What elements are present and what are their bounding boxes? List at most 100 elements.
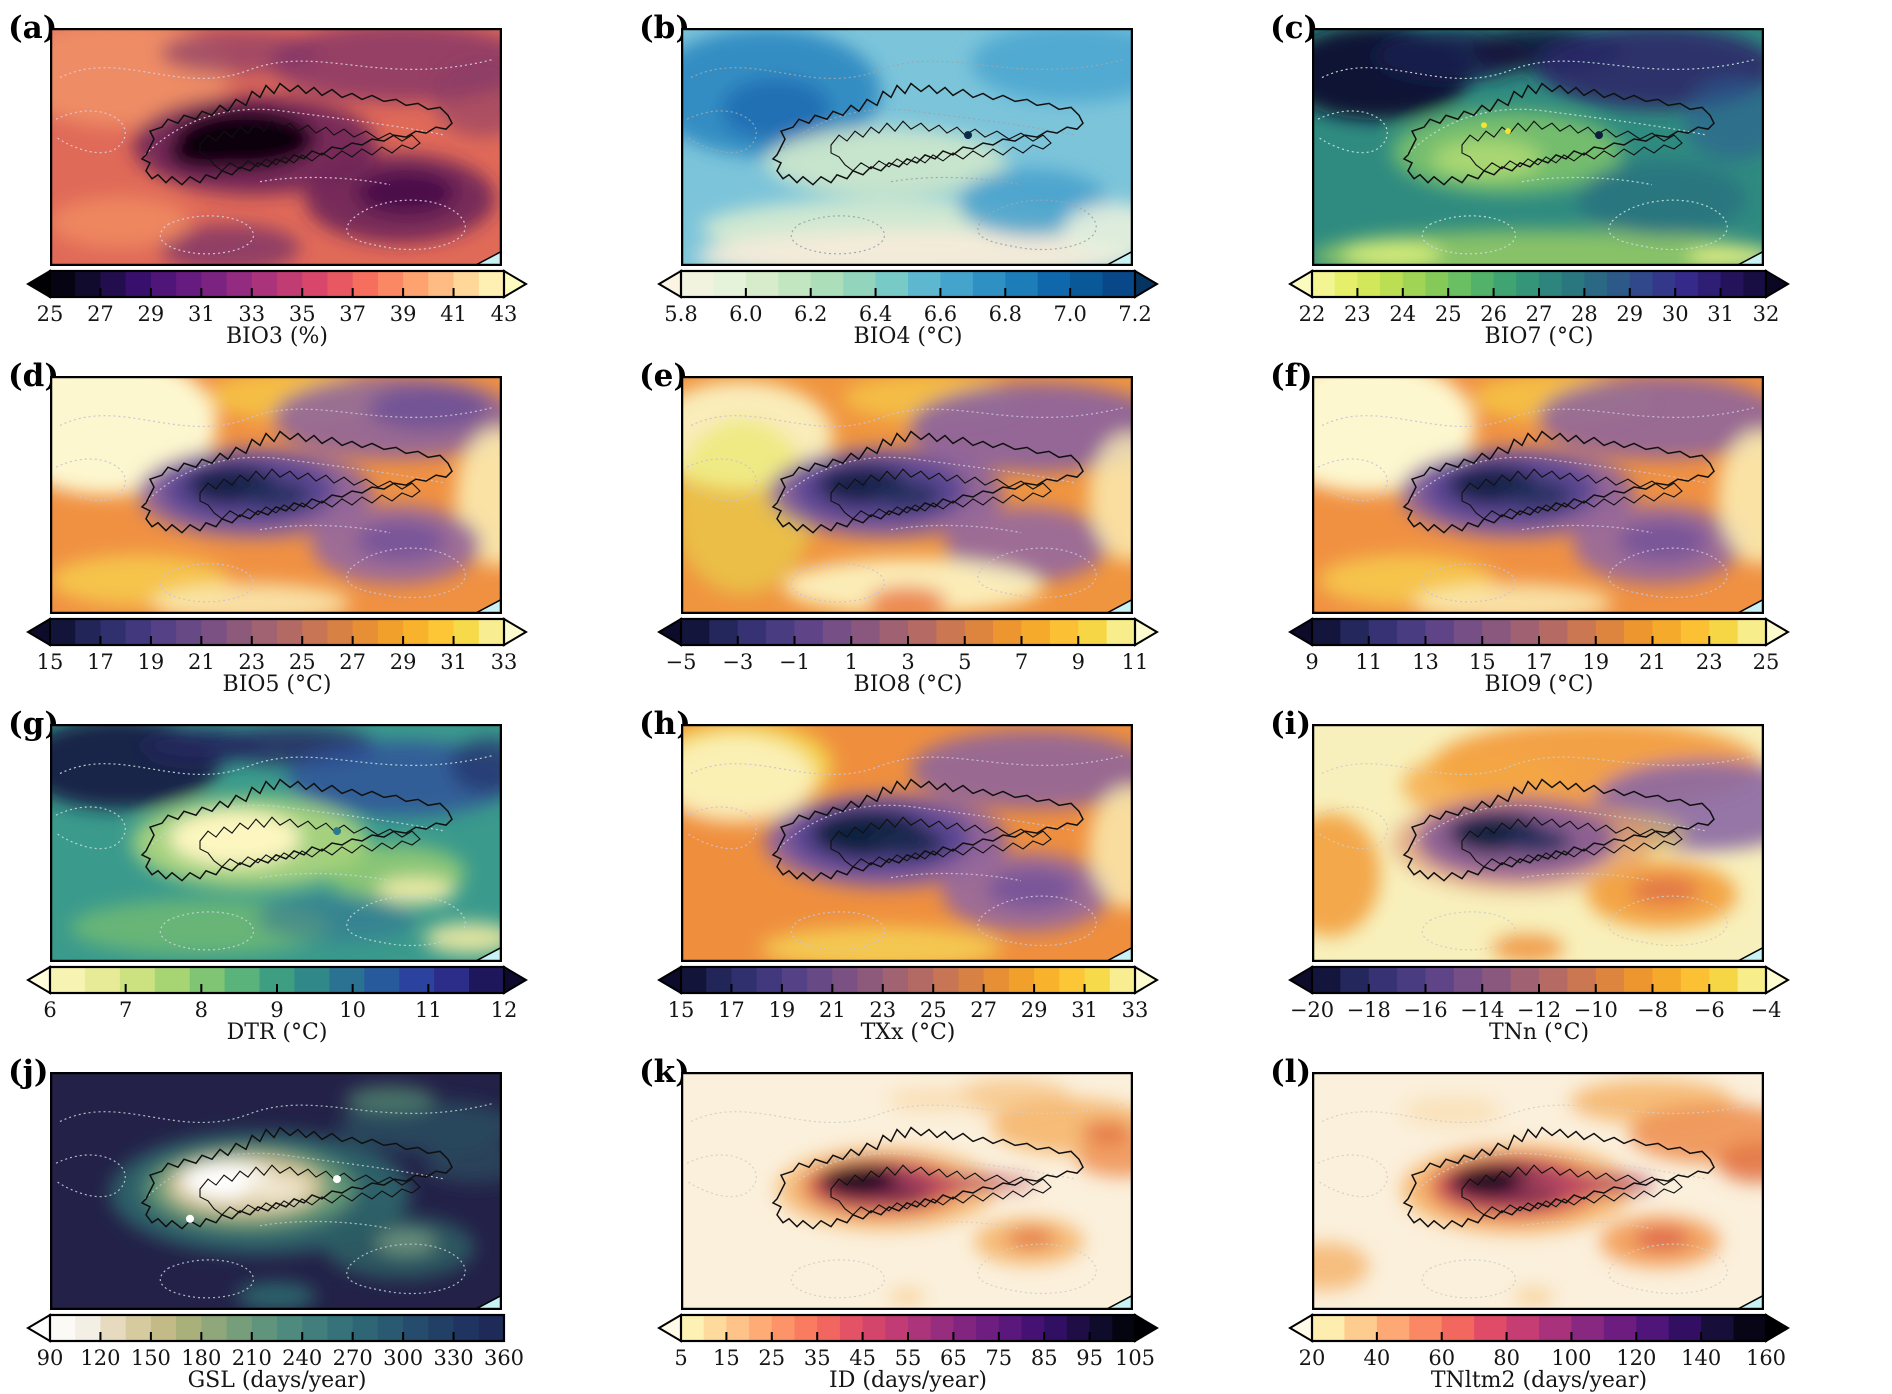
colorbar-tick-label: 210 — [232, 1346, 272, 1370]
colorbar-cell — [1089, 1315, 1113, 1341]
station-dot — [1595, 131, 1603, 140]
field-blob — [1492, 934, 1564, 962]
colorbar-tick-label: 23 — [1344, 302, 1371, 326]
colorbar-tick-label: 330 — [434, 1346, 474, 1370]
colorbar-tick-label: 13 — [1412, 650, 1439, 674]
colorbar-cell — [1709, 619, 1739, 645]
colorbar-cell — [1066, 1315, 1091, 1341]
colorbar-cell — [1425, 271, 1449, 297]
colorbar-tick-label: 9 — [270, 998, 283, 1022]
colorbar-cell — [1510, 967, 1540, 993]
colorbar-cell — [428, 619, 455, 645]
colorbar-cell — [958, 967, 985, 993]
colorbar-cell — [327, 619, 354, 645]
field-blob — [1342, 240, 1442, 266]
colorbar-cell — [1368, 619, 1398, 645]
colorbar-frame — [679, 965, 1137, 995]
colorbar-cell — [50, 967, 86, 993]
colorbar-cell — [294, 967, 330, 993]
map-border — [50, 724, 502, 962]
field-blob — [1514, 1288, 1554, 1307]
colorbar-cell — [1037, 271, 1071, 297]
colorbar-cell — [794, 619, 824, 645]
colorbar-cell — [1567, 967, 1597, 993]
colorbar-tick-label: 29 — [1616, 302, 1643, 326]
colorbar-title: DTR (°C) — [227, 1020, 328, 1045]
colorbar-tick-label: 95 — [1076, 1346, 1103, 1370]
colorbar-tick-label: 60 — [1428, 1346, 1455, 1370]
colorbar-cell — [302, 271, 329, 297]
map-canvas — [681, 1072, 1133, 1310]
colorbar-tick-label: 75 — [985, 1346, 1012, 1370]
colorbar-frame — [48, 617, 506, 647]
colorbar-cell — [1675, 271, 1699, 297]
colorbar-cell — [1743, 271, 1767, 297]
colorbar-cell — [1493, 271, 1517, 297]
colorbar-cell — [377, 271, 404, 297]
colorbar-cell — [1482, 967, 1512, 993]
colorbar-tick-label: 24 — [1389, 302, 1416, 326]
colorbar-tick-label: 26 — [1480, 302, 1507, 326]
colorbar-tick-label: −6 — [1694, 998, 1725, 1022]
colorbar: 25 27 29 31 33 35 37 39 41 43 BIO3 (%) — [26, 269, 528, 349]
colorbar-tick-label: 41 — [440, 302, 467, 326]
colorbar-cell — [1357, 271, 1381, 297]
map-panel-d: (d) 15 17 19 21 23 25 27 29 31 33 BIO5 (°C) — [0, 348, 631, 697]
colorbar-tick-label: −10 — [1574, 998, 1618, 1022]
colorbar-cells — [50, 271, 505, 297]
colorbar-cell — [879, 619, 909, 645]
colorbar-title: ID (days/year) — [829, 1368, 987, 1393]
colorbar-cell — [822, 619, 852, 645]
colorbar-cell — [1636, 1315, 1670, 1341]
colorbar-cell — [1470, 271, 1495, 297]
colorbar-tick-label: 11 — [1122, 650, 1149, 674]
map-canvas — [50, 28, 502, 266]
colorbar-title: BIO8 (°C) — [854, 672, 963, 697]
colorbar-cell — [1340, 967, 1370, 993]
colorbar-tick-label: 100 — [1551, 1346, 1591, 1370]
colorbar-cell — [857, 967, 884, 993]
colorbar-cell — [1340, 619, 1370, 645]
colorbar-cell — [302, 619, 329, 645]
colorbar-tick-label: 7.0 — [1053, 302, 1086, 326]
colorbar-tick-label: 22 — [1299, 302, 1326, 326]
colorbar-cell — [1084, 967, 1111, 993]
colorbar-arrow-left — [657, 1313, 682, 1343]
colorbar: −5 −3 −1 1 3 5 7 9 11 BIO8 (°C) — [657, 617, 1159, 697]
map-border — [1312, 376, 1764, 614]
colorbar-cell — [1021, 619, 1051, 645]
colorbar-cell — [1680, 967, 1710, 993]
field-blob — [1412, 583, 1612, 614]
colorbar-frame — [1310, 1313, 1768, 1343]
colorbar-tick-label: 25 — [289, 650, 316, 674]
colorbar-cell — [1448, 271, 1472, 297]
colorbar-tick-label: −12 — [1517, 998, 1561, 1022]
colorbar-cell — [737, 619, 767, 645]
colorbar-cell — [302, 1315, 329, 1341]
colorbar-cells — [50, 1315, 505, 1341]
field-blob — [1718, 1143, 1764, 1184]
colorbar-cell — [50, 1315, 76, 1341]
panel-label: (l) — [1270, 1054, 1312, 1090]
colorbar-tick-label: 6.6 — [924, 302, 957, 326]
colorbar-cells — [1312, 1315, 1767, 1341]
sea-patch — [1104, 946, 1133, 962]
map-panel-l: (l) 20 40 60 80 100 120 140 160 TNltm2 (days/yea… — [1262, 1044, 1892, 1393]
colorbar-cell — [766, 619, 796, 645]
colorbar-cell — [1571, 1315, 1605, 1341]
map-border — [1312, 28, 1764, 266]
field-blob — [236, 1282, 316, 1310]
map-canvas — [1312, 376, 1764, 614]
colorbar-tick-label: 27 — [1526, 302, 1553, 326]
colorbar-cell — [1701, 1315, 1735, 1341]
map-panel-c: (c) 22 23 24 25 26 27 28 29 30 31 32 BIO7 (°C) — [1262, 0, 1892, 349]
colorbar-cell — [1652, 619, 1682, 645]
colorbar-tick-label: 11 — [1355, 650, 1382, 674]
colorbar-cell — [681, 967, 707, 993]
colorbar-tick-label: 3 — [901, 650, 914, 674]
colorbar-cell — [839, 1315, 864, 1341]
field-blob — [1504, 480, 1572, 510]
colorbar-cells — [1312, 619, 1767, 645]
colorbar-cell — [745, 271, 779, 297]
colorbar-arrow-left — [1288, 617, 1313, 647]
